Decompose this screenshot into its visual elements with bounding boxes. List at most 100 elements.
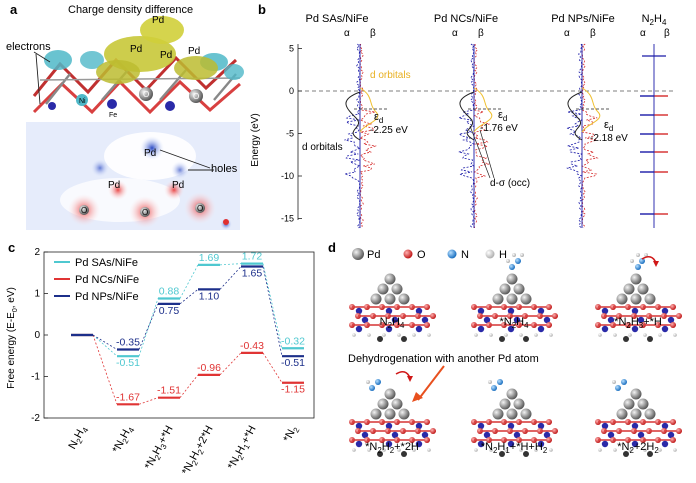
ed-value-ncs: -1.76 eV	[480, 123, 518, 134]
energy-connector	[92, 334, 118, 405]
epsilon-d-label: εd	[604, 119, 613, 133]
dos-beta-curve	[581, 43, 599, 229]
energy-value-label: 1.65	[242, 268, 263, 280]
ed-value-sas: -2.25 eV	[370, 125, 408, 136]
energy-connector	[262, 352, 283, 383]
dos-alpha-curve	[565, 43, 583, 229]
structure-label: *N2H4	[500, 316, 530, 330]
legend-atom-label: O	[417, 249, 426, 261]
svg-text:N2H4: N2H4	[66, 423, 90, 452]
legend-label: Pd NPs/NiFe	[75, 291, 139, 303]
panel-c-yticks: 2 1 0 -1 -2	[31, 247, 48, 424]
holes-label: holes	[211, 163, 238, 175]
d-band-curve	[345, 91, 361, 141]
alpha-label: α	[640, 28, 646, 39]
svg-text:N2H4: N2H4	[380, 316, 405, 330]
panel-b-ytick-label: -15	[281, 214, 294, 224]
panel-c-ytick-label: -2	[31, 413, 40, 424]
energy-value-label: -0.35	[116, 337, 140, 349]
panel-c-ytick-label: -1	[31, 372, 40, 383]
dos-curves	[344, 43, 668, 229]
d-orbital-curve	[473, 87, 493, 133]
panel-c-letter: c	[8, 240, 15, 255]
structure-label: *N2H1+*H+H2	[481, 441, 547, 455]
dos-title-n2h4: N2H4	[642, 13, 667, 27]
charge-density-contours	[60, 132, 232, 230]
d-orbitals-label: d orbitals	[302, 142, 343, 153]
structure-3d-lattice	[32, 16, 244, 115]
panel-a-letter: a	[10, 2, 18, 17]
alpha-label: α	[564, 28, 570, 39]
holes-pointer	[159, 149, 214, 171]
dehydrogenation-arrowhead	[412, 392, 423, 402]
beta-label: β	[590, 28, 596, 39]
adsorption-structure: *N2H4	[471, 253, 558, 342]
pd-atom-label: Pd	[130, 44, 142, 55]
energy-value-label: -1.51	[157, 385, 181, 397]
d-band-curve	[459, 91, 475, 141]
energy-value-label: -1.15	[281, 384, 305, 396]
legend-atom-label: Pd	[367, 249, 380, 261]
panel-c-xtick-label: *N2H2+2*H	[180, 424, 218, 478]
energy-value-label: 0.75	[159, 305, 180, 317]
alpha-label: α	[452, 28, 458, 39]
svg-text:*N2+2H2: *N2+2H2	[617, 441, 659, 455]
panel-c-xtick-label: *N2H4	[110, 423, 136, 456]
o-atom-label: O	[197, 204, 203, 213]
panel-c: c Free energy (E-E0, eV) 2 1 0 -1 -2 Pd SAs/…	[6, 240, 315, 478]
adsorption-structures: N2H4 *N2H4 *N2H3+*H *N2H2+*2H *N2H1+*H+H2 *N2…	[349, 253, 682, 457]
svg-text:*N2H4: *N2H4	[110, 423, 136, 456]
dos-title-nps: Pd NPs/NiFe	[551, 13, 615, 25]
panel-b-letter: b	[258, 2, 266, 17]
legend-atom-n	[447, 249, 457, 259]
panel-d: d Pd O N H N2H4 *N2H4 *N2H3+*H *N2H2+*2H *N2H1+…	[328, 240, 682, 457]
energy-value-label: 1.10	[199, 290, 220, 302]
dos-title-ncs: Pd NCs/NiFe	[434, 13, 498, 25]
energy-connector	[179, 289, 199, 305]
pd-atom-label: Pd	[108, 180, 120, 191]
ni-atom-label: Ni	[79, 98, 86, 105]
beta-label: β	[664, 28, 670, 39]
pd-atom-label: Pd	[152, 15, 164, 26]
panel-b-yticks: 5 0 -5 -10 -15	[281, 44, 302, 224]
svg-text:*N2H3+*H: *N2H3+*H	[614, 316, 662, 330]
o-atom-label: O	[143, 90, 149, 99]
d-orbitals-label: d orbitals	[370, 70, 411, 81]
adsorption-structure: *N2+2H2	[595, 379, 682, 457]
panel-c-legend: Pd SAs/NiFe Pd NCs/NiFe Pd NPs/NiFe	[54, 257, 139, 303]
legend-label: Pd NCs/NiFe	[75, 274, 139, 286]
adsorption-structure: *N2H3+*H	[595, 253, 682, 342]
legend-atom-label: H	[499, 249, 507, 261]
energy-value-label: -0.43	[240, 340, 264, 352]
energy-value-label: -0.32	[281, 335, 305, 347]
energy-value-label: 1.72	[242, 251, 263, 263]
pd-atom-label: Pd	[172, 180, 184, 191]
svg-text:*N2H4: *N2H4	[500, 316, 530, 330]
d-orbital-curve	[581, 87, 601, 133]
panel-c-xtick-label: *N2	[281, 424, 301, 445]
panel-b: b Energy (eV) 5 0 -5 -10 -15 Pd SAs/NiFe Pd …	[250, 2, 676, 229]
panel-c-ytick-label: 1	[34, 289, 40, 300]
energy-connector	[262, 263, 283, 349]
svg-text:*N2H2+2*H: *N2H2+2*H	[180, 424, 218, 478]
svg-text:*N2: *N2	[281, 424, 301, 445]
panel-c-ytick-label: 0	[34, 330, 40, 341]
panel-a-title: Charge density difference	[68, 4, 193, 16]
panel-b-ytick-label: -10	[281, 171, 294, 181]
energy-connector	[179, 374, 199, 398]
fe-atom-label: Fe	[109, 112, 117, 119]
adsorption-structure: *N2H2+*2H	[349, 370, 436, 457]
svg-text:*N2H1+*H+H2: *N2H1+*H+H2	[481, 441, 547, 455]
adsorption-structure: N2H4	[349, 273, 436, 342]
d-orbital-curve	[359, 87, 379, 133]
legend-atom-label: N	[461, 249, 469, 261]
ed-value-nps: -2.18 eV	[590, 133, 628, 144]
panel-b-ytick-label: 0	[289, 86, 294, 96]
structure-label: *N2H3+*H	[614, 316, 662, 330]
energy-profile-series: -0.51 0.88 1.69 1.72 -0.32 -1.67 -1.51 -0.96 -0.…	[71, 251, 305, 406]
energy-connector	[92, 334, 118, 357]
d-sigma-label: d-σ (occ)	[490, 178, 530, 189]
electrons-pointer	[33, 51, 51, 105]
svg-text:*N2H2+*2H: *N2H2+*2H	[365, 441, 419, 455]
energy-connector	[219, 266, 242, 290]
